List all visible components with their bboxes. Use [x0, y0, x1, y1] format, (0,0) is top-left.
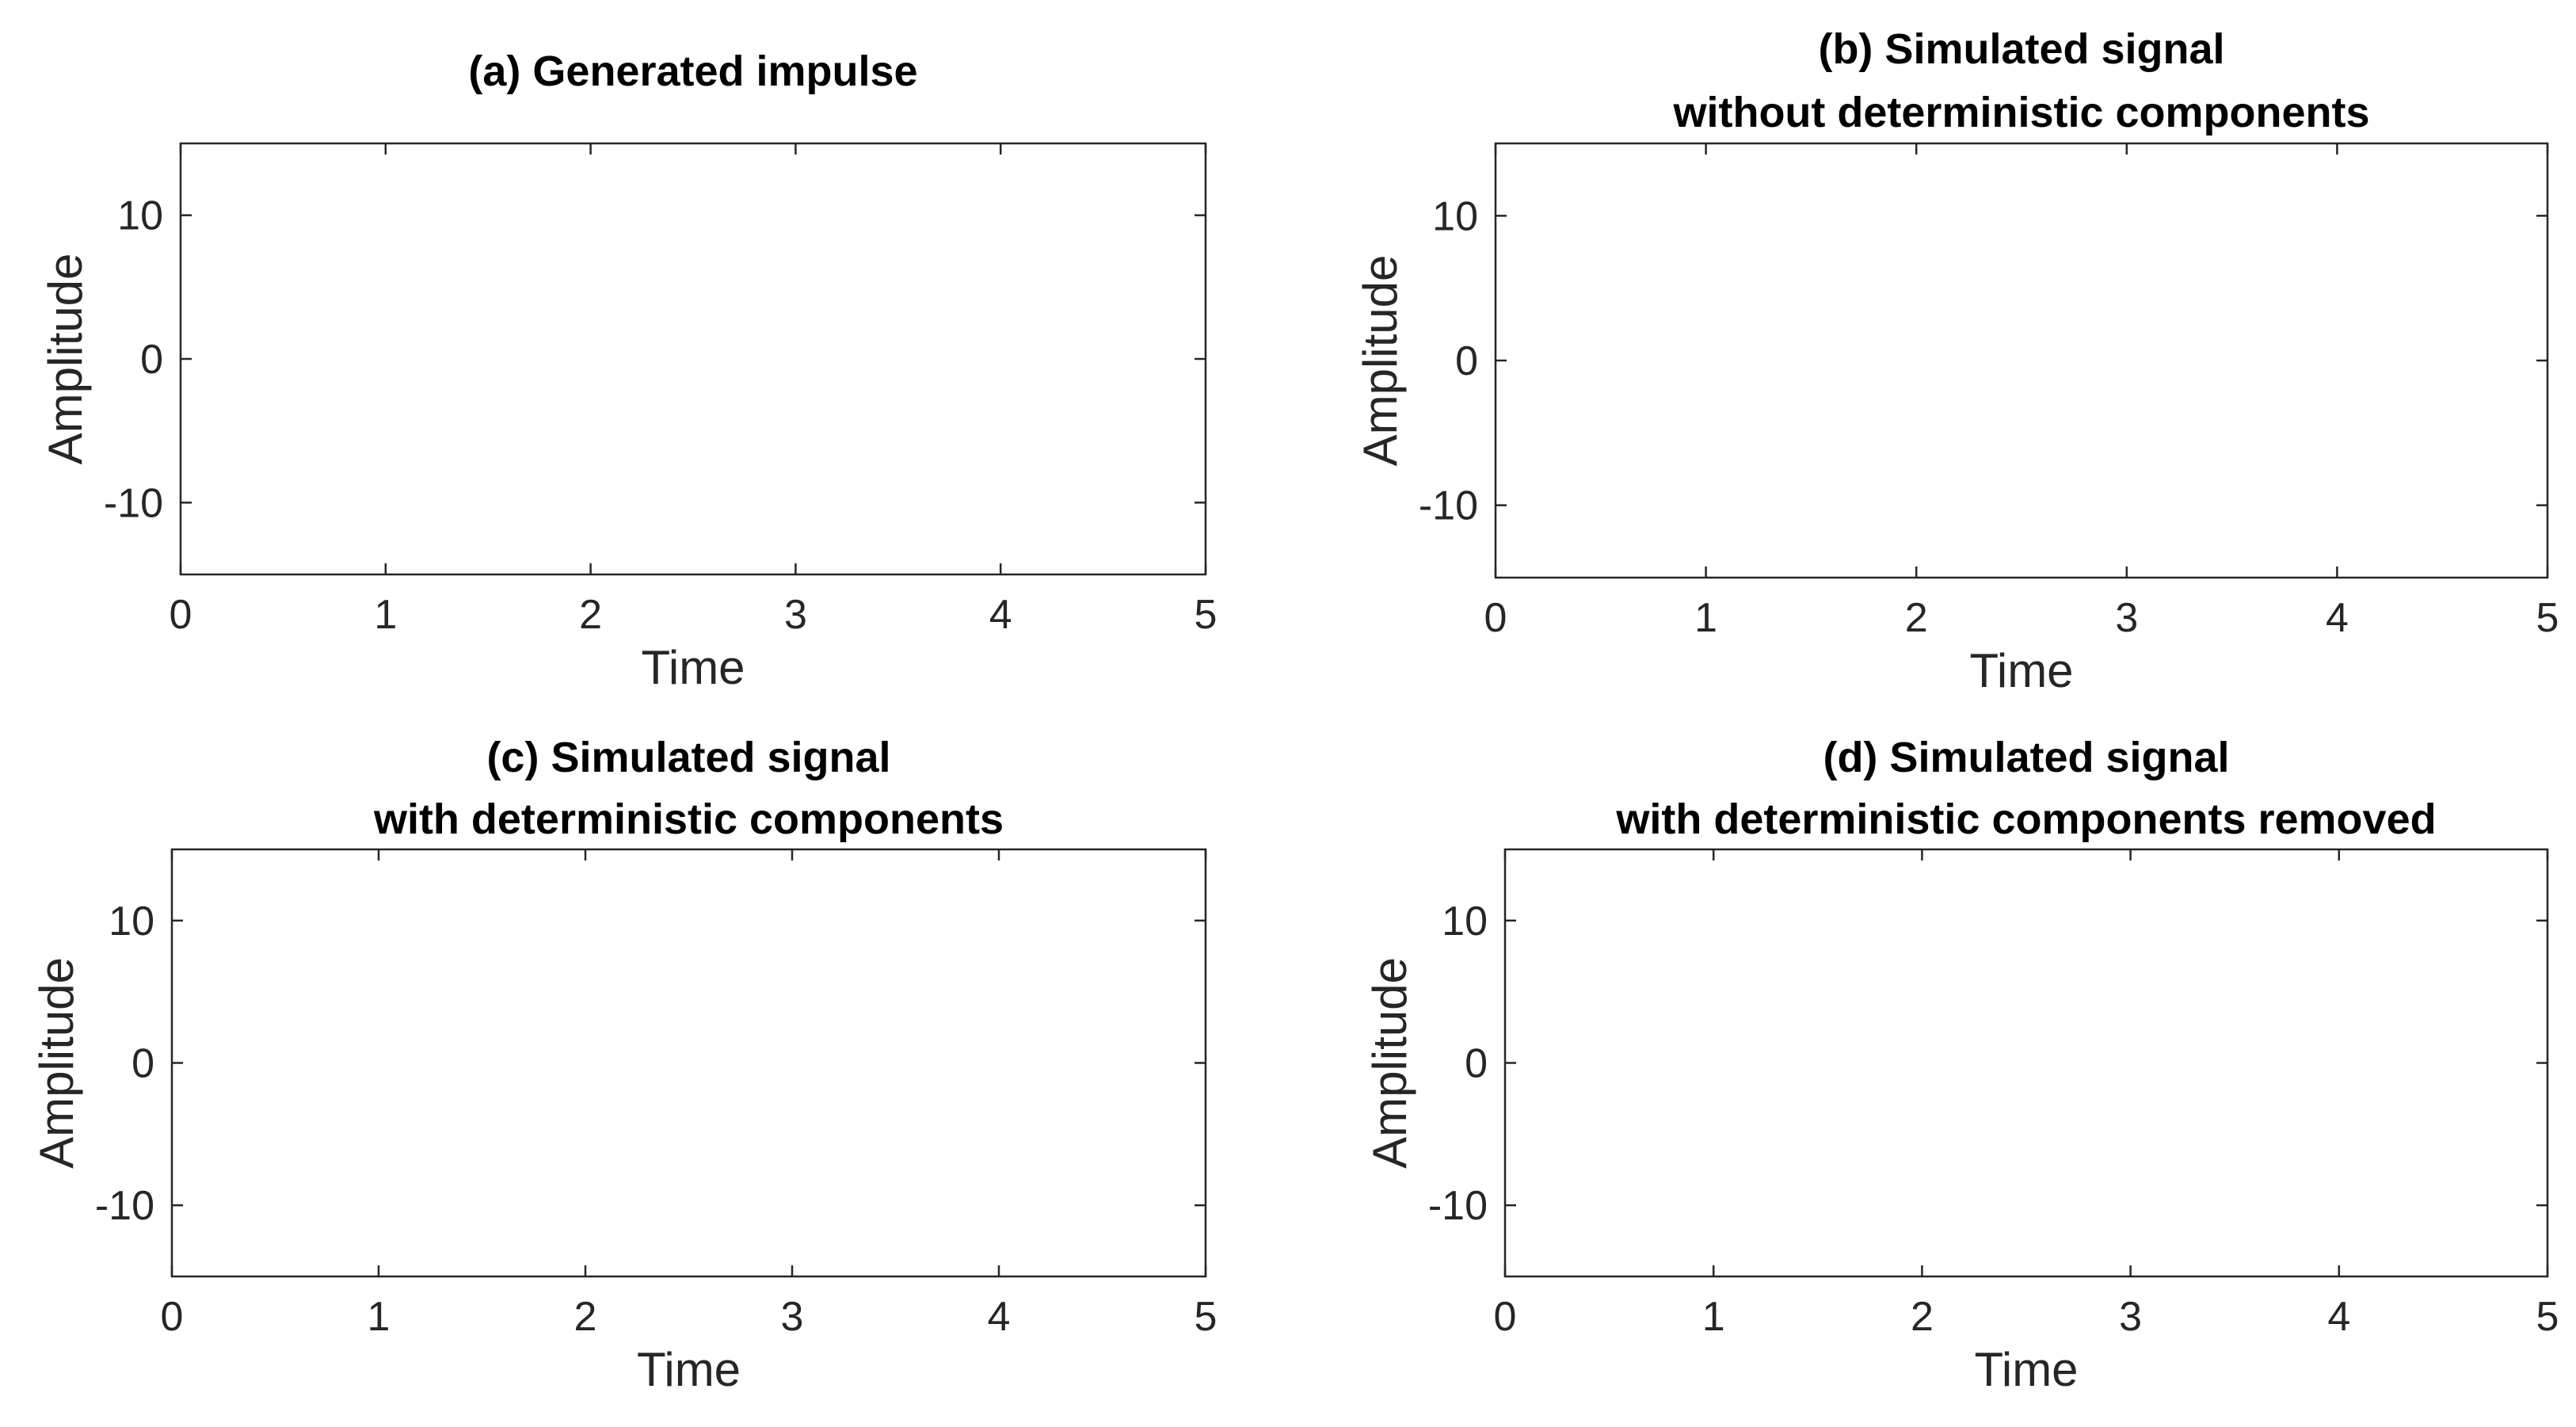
- chart-title-line: (b) Simulated signal: [1818, 25, 2224, 73]
- axes-frame: [1494, 142, 2549, 579]
- axes-frame: [170, 848, 1207, 1278]
- x-tick-label: 3: [2115, 595, 2138, 641]
- x-tick-label: 1: [368, 1294, 391, 1340]
- panel-c: 0 1 2 3 4 5 -10 0 10 Time Amplitude (c) Simulated s…: [30, 734, 1217, 1396]
- y-tick-label: 0: [140, 337, 163, 383]
- y-tick-label: -10: [95, 1183, 154, 1229]
- chart-title-line: (a) Generated impulse: [468, 48, 917, 95]
- y-axis-label: Amplitude: [1363, 957, 1416, 1169]
- x-tick-label: 4: [2326, 595, 2349, 641]
- x-tick-label: 3: [784, 592, 807, 638]
- x-tick-label: 3: [781, 1294, 804, 1340]
- x-tick-label: 2: [1905, 595, 1928, 641]
- y-axis-label: Amplitude: [1354, 255, 1407, 467]
- x-tick-label: 0: [1494, 1294, 1517, 1340]
- y-tick-label: 0: [1455, 338, 1478, 384]
- x-axis-label: Time: [1969, 644, 2073, 697]
- y-tick-label: 10: [1442, 899, 1488, 944]
- panel-b: 0 1 2 3 4 5 -10 0 10 Time Amplitude (b) Simulated s…: [1354, 25, 2559, 697]
- x-tick-label: 4: [988, 1294, 1011, 1340]
- x-tick-label: 3: [2119, 1294, 2142, 1340]
- x-tick-label: 5: [1195, 592, 1218, 638]
- x-tick-label: 2: [574, 1294, 597, 1340]
- x-axis-label: Time: [641, 641, 745, 694]
- x-axis-label: Time: [1974, 1343, 2078, 1396]
- y-tick-label: 0: [131, 1041, 154, 1087]
- y-tick-label: -10: [1428, 1183, 1488, 1229]
- y-tick-label: 10: [109, 899, 154, 944]
- y-axis-label: Amplitude: [39, 254, 92, 465]
- panel-d: 0 1 2 3 4 5 -10 0 10 Time Amplitude (d) Simulated s…: [1363, 734, 2559, 1396]
- x-tick-label: 4: [989, 592, 1012, 638]
- x-tick-label: 0: [161, 1294, 184, 1340]
- axes-frame: [179, 142, 1207, 576]
- x-axis-label: Time: [637, 1343, 741, 1396]
- x-tick-label: 1: [1694, 595, 1717, 641]
- chart-title-line: with deterministic components: [373, 796, 1004, 843]
- x-tick-label: 2: [579, 592, 602, 638]
- axes-frame: [1503, 848, 2549, 1278]
- y-tick-label: 10: [117, 193, 163, 239]
- chart-title-line: (c) Simulated signal: [486, 734, 890, 781]
- x-tick-label: 2: [1911, 1294, 1934, 1340]
- x-tick-label: 1: [1702, 1294, 1725, 1340]
- x-tick-label: 1: [374, 592, 397, 638]
- chart-title-line: with deterministic components removed: [1615, 796, 2436, 843]
- x-tick-label: 0: [170, 592, 192, 638]
- y-tick-label: -10: [104, 480, 163, 526]
- y-tick-label: 0: [1465, 1041, 1488, 1087]
- y-tick-label: 10: [1432, 193, 1478, 239]
- x-tick-label: 5: [2536, 595, 2559, 641]
- x-tick-label: 0: [1484, 595, 1507, 641]
- x-tick-label: 4: [2327, 1294, 2350, 1340]
- panel-a: 0 1 2 3 4 5 -10 0 10 Time Amplitude (a) Generated i…: [39, 48, 1217, 694]
- x-tick-label: 5: [1195, 1294, 1218, 1340]
- y-tick-label: -10: [1419, 483, 1478, 529]
- x-tick-label: 5: [2536, 1294, 2559, 1340]
- chart-title-line: without deterministic components: [1672, 89, 2369, 136]
- chart-title-line: (d) Simulated signal: [1823, 734, 2229, 781]
- y-axis-label: Amplitude: [30, 957, 83, 1169]
